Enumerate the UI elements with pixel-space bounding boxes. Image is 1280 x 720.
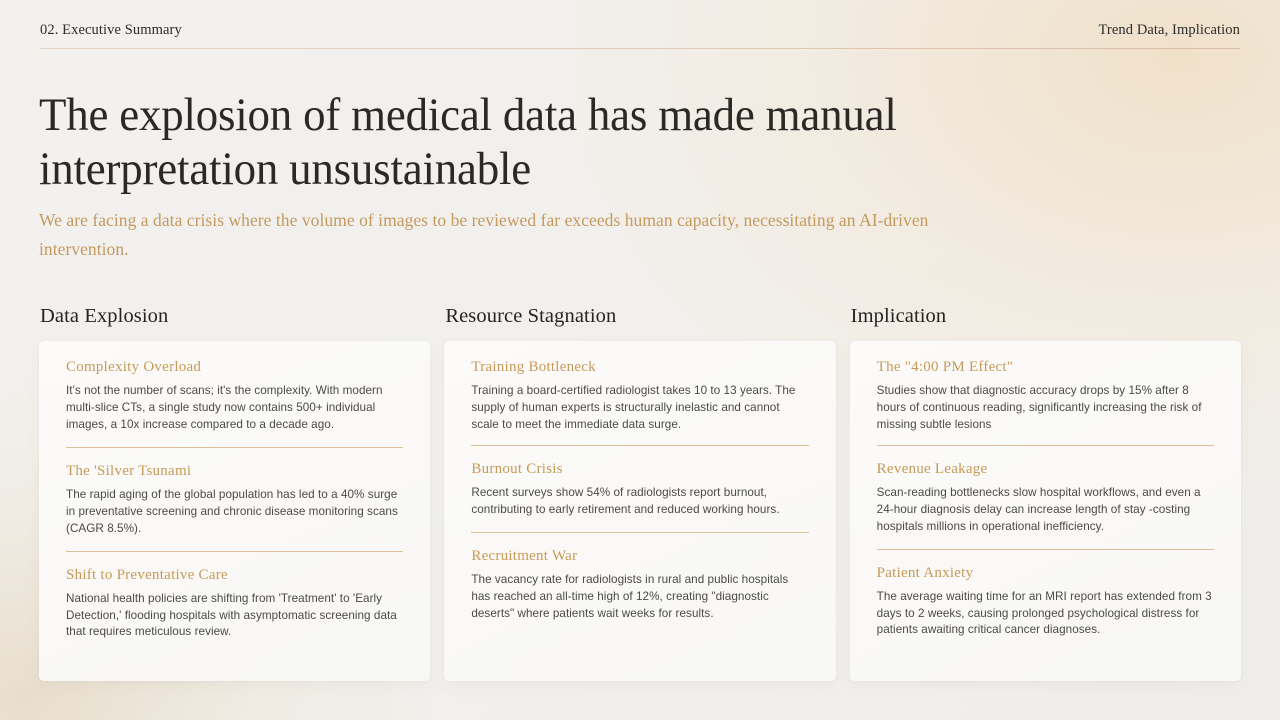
entry-title: The "4:00 PM Effect" (876, 359, 1014, 375)
list-item: Training Bottleneck Training a board-cer… (471, 359, 808, 445)
entry-body: It's not the number of scans; it's the c… (66, 384, 383, 431)
entry-title: Recruitment War (471, 547, 578, 564)
entry-title: Shift to Preventative Care (66, 566, 228, 583)
column-container: Data Explosion Complexity Overload It's … (39, 305, 1241, 681)
list-item: Recruitment War The vacancy rate for rad… (471, 531, 809, 635)
entry-body: National health policies are shifting fr… (66, 591, 397, 639)
list-item: Patient Anxiety The average waiting time… (876, 548, 1214, 652)
header-topic-label: Trend Data, Implication (1098, 22, 1240, 38)
entry-title: Revenue Leakage (876, 461, 988, 478)
entry-body: Recent surveys show 54% of radiologists … (471, 486, 780, 517)
card: Training Bottleneck Training a board-cer… (444, 341, 836, 681)
entry-body: The rapid aging of the global population… (66, 488, 398, 535)
entry-body: Scan-reading bottlenecks slow hospital w… (876, 486, 1201, 533)
column-resource-stagnation: Resource Stagnation Training Bottleneck … (444, 305, 836, 681)
slide-title: The explosion of medical data has made m… (39, 89, 897, 195)
entry-title: Patient Anxiety (876, 564, 974, 581)
column-implication: Implication The "4:00 PM Effect" Studies… (849, 305, 1241, 681)
column-data-explosion: Data Explosion Complexity Overload It's … (39, 305, 431, 681)
entry-body: The vacancy rate for radiologists in rur… (471, 572, 789, 620)
header-divider (40, 48, 1240, 49)
list-item: Complexity Overload It's not the number … (66, 359, 403, 447)
card: Complexity Overload It's not the number … (39, 341, 431, 681)
entry-body: The average waiting time for an MRI repo… (876, 589, 1212, 637)
entry-title: The 'Silver Tsunami (66, 463, 192, 480)
card: The "4:00 PM Effect" Studies show that d… (849, 341, 1241, 681)
entry-title: Complexity Overload (66, 359, 202, 375)
entry-body: Training a board-certified radiologist t… (471, 384, 796, 431)
column-title: Resource Stagnation (445, 305, 617, 327)
column-title: Implication (850, 305, 947, 327)
list-item: The "4:00 PM Effect" Studies show that d… (877, 359, 1214, 445)
list-item: Revenue Leakage Scan-reading bottlenecks… (876, 445, 1214, 548)
list-item: Burnout Crisis Recent surveys show 54% o… (471, 445, 809, 532)
entry-title: Burnout Crisis (471, 461, 563, 478)
slide-subtitle: We are facing a data crisis where the vo… (39, 210, 929, 259)
list-item: Shift to Preventative Care National heal… (66, 550, 404, 654)
list-item: The 'Silver Tsunami The rapid aging of t… (66, 447, 404, 550)
slide-header: 02. Executive Summary Trend Data, Implic… (40, 22, 1240, 50)
header-section-label: 02. Executive Summary (40, 22, 182, 38)
entry-title: Training Bottleneck (471, 359, 596, 375)
entry-body: Studies show that diagnostic accuracy dr… (876, 384, 1202, 431)
column-title: Data Explosion (40, 305, 169, 327)
